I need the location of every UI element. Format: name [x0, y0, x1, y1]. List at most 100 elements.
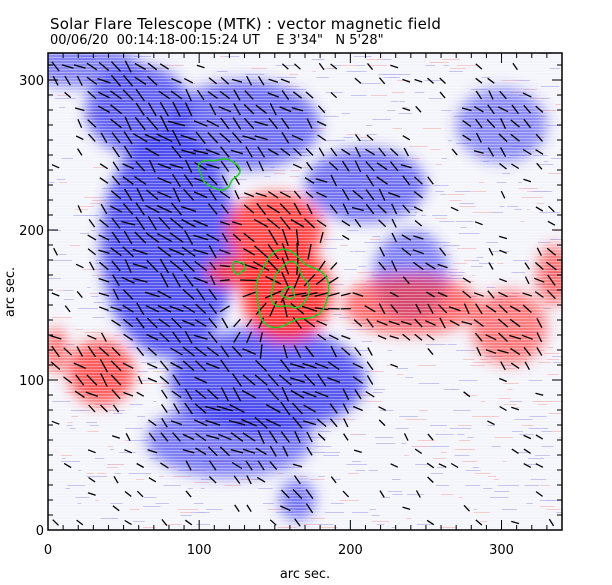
- field-vector: [497, 349, 509, 354]
- field-vector: [426, 462, 435, 469]
- field-vector: [172, 331, 181, 343]
- field-vector: [125, 433, 131, 441]
- observation-date: 00/06/20: [50, 33, 109, 48]
- field-vector: [146, 333, 159, 341]
- field-vector: [243, 104, 255, 115]
- field-vector: [426, 291, 435, 298]
- field-vector: [281, 243, 289, 261]
- field-vector: [523, 104, 532, 114]
- field-vector: [76, 346, 84, 357]
- field-vector: [171, 129, 182, 146]
- field-vector: [500, 361, 506, 371]
- y-tick-label: 0: [36, 524, 44, 539]
- field-vector: [208, 245, 217, 259]
- field-vector: [523, 178, 532, 183]
- field-vector: [157, 304, 172, 313]
- field-vector: [291, 134, 304, 141]
- field-vector: [290, 302, 305, 315]
- field-vector: [376, 162, 388, 171]
- field-vector: [330, 174, 338, 187]
- field-vector: [352, 362, 364, 369]
- field-vector: [230, 149, 244, 155]
- field-vector: [254, 120, 268, 127]
- field-vector: [242, 135, 256, 141]
- field-vector: [522, 292, 533, 297]
- field-contours: [197, 158, 330, 329]
- field-vector: [124, 490, 132, 498]
- field-vector: [184, 159, 193, 173]
- field-vector: [341, 334, 351, 340]
- field-vector: [244, 192, 255, 198]
- field-vector: [267, 373, 280, 387]
- field-vector: [499, 377, 507, 383]
- field-vector: [352, 376, 364, 384]
- field-vector: [195, 303, 207, 314]
- field-vector: [510, 362, 520, 369]
- field-vector: [439, 317, 446, 329]
- field-vector: [365, 161, 375, 172]
- field-vector: [132, 248, 148, 255]
- field-vector: [279, 216, 291, 230]
- field-vector: [354, 389, 362, 400]
- field-map: [48, 53, 562, 530]
- scan-lines: [48, 53, 562, 530]
- field-vector: [303, 420, 317, 426]
- field-vector: [170, 90, 183, 100]
- field-vector: [63, 462, 72, 469]
- field-vector: [172, 374, 181, 386]
- field-vector: [294, 63, 301, 70]
- field-vector: [206, 119, 220, 128]
- field-vector: [390, 463, 399, 468]
- field-vector: [534, 291, 544, 298]
- field-vector: [134, 76, 147, 85]
- field-vector: [182, 289, 195, 300]
- field-vector: [546, 261, 557, 271]
- field-vector: [281, 90, 290, 100]
- field-vector: [353, 449, 362, 454]
- field-vector: [354, 347, 362, 356]
- field-vector: [111, 389, 121, 400]
- field-vector: [475, 90, 483, 100]
- field-vector: [51, 345, 60, 358]
- field-vector: [487, 147, 495, 157]
- field-vector: [510, 347, 521, 356]
- field-vector: [193, 276, 208, 284]
- field-vector: [87, 234, 97, 241]
- field-vector: [536, 162, 543, 170]
- field-vector: [497, 106, 509, 113]
- field-vector: [281, 257, 290, 275]
- transverse-vectors: [49, 60, 557, 527]
- field-vector: [232, 387, 242, 402]
- field-vector: [243, 247, 256, 256]
- field-vector: [402, 276, 410, 285]
- field-vector: [378, 219, 387, 228]
- field-vector: [488, 90, 494, 100]
- field-vector: [427, 77, 434, 84]
- field-vector: [76, 519, 84, 526]
- field-vector: [354, 146, 361, 158]
- field-vector: [280, 489, 290, 499]
- field-vector: [245, 146, 253, 158]
- field-vector: [240, 279, 259, 282]
- field-vector: [364, 305, 376, 313]
- field-vector: [111, 435, 121, 439]
- field-vector: [413, 206, 423, 212]
- field-vector: [147, 62, 158, 71]
- field-vector: [182, 260, 195, 272]
- field-vector: [121, 220, 136, 226]
- field-vector: [548, 205, 555, 213]
- field-vector: [220, 117, 230, 130]
- field-vector: [124, 116, 132, 131]
- field-vector: [390, 148, 399, 156]
- field-vector: [228, 419, 246, 426]
- field-vector: [437, 291, 448, 298]
- field-vector: [231, 221, 242, 226]
- field-vector: [98, 249, 110, 255]
- field-vector: [89, 261, 95, 271]
- field-vector: [193, 149, 209, 155]
- field-vector: [327, 292, 340, 297]
- field-vector: [354, 134, 361, 142]
- field-vector: [111, 231, 121, 244]
- field-vector: [352, 190, 364, 200]
- field-vector: [87, 119, 97, 128]
